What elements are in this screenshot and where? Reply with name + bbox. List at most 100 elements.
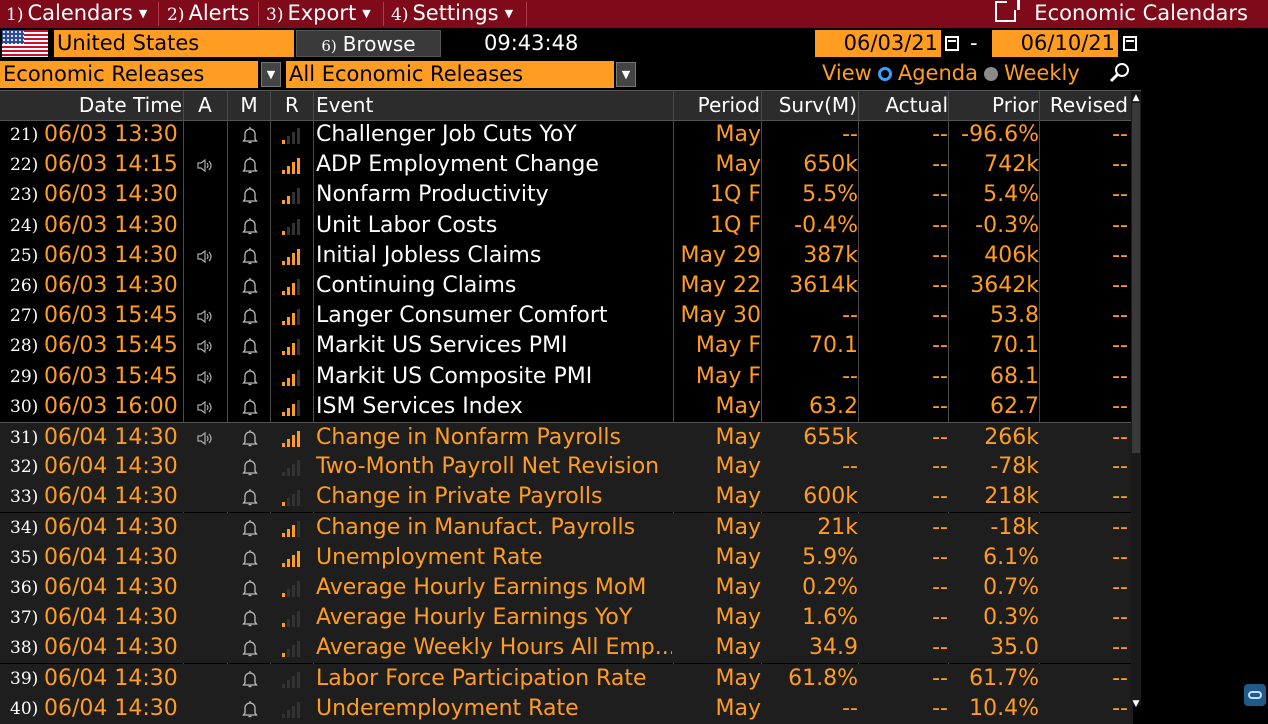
bell-icon[interactable] bbox=[241, 429, 259, 447]
bell-icon[interactable] bbox=[241, 337, 259, 355]
bell-icon[interactable] bbox=[241, 519, 259, 537]
table-row[interactable]: 21) 06/03 13:30 Challenger Job Cuts YoY May… bbox=[0, 120, 1133, 150]
table-row[interactable]: 22) 06/03 14:15 ADP Employment Change May 65… bbox=[0, 150, 1133, 180]
scrollbar[interactable]: ▲ ▼ bbox=[1131, 91, 1141, 709]
bell-icon[interactable] bbox=[241, 700, 259, 718]
speaker-icon[interactable] bbox=[197, 370, 213, 384]
bell-icon[interactable] bbox=[241, 549, 259, 567]
row-survey: 1.6% bbox=[802, 605, 858, 631]
table-row[interactable]: 32) 06/04 14:30 Two-Month Payroll Net Revi… bbox=[0, 452, 1133, 483]
table-row[interactable]: 24) 06/03 14:30 Unit Labor Costs 1Q F -0.4% -… bbox=[0, 211, 1133, 241]
row-period: May bbox=[715, 695, 761, 721]
events-table: Date Time A M R Event Period Surv(M) Act… bbox=[0, 90, 1141, 724]
bell-icon[interactable] bbox=[241, 156, 259, 174]
date-from-field[interactable]: 06/03/21 bbox=[815, 30, 941, 57]
row-number: 33) bbox=[10, 487, 39, 508]
bell-icon[interactable] bbox=[241, 579, 259, 597]
table-row[interactable]: 23) 06/03 14:30 Nonfarm Productivity 1Q F 5.… bbox=[0, 180, 1133, 210]
table-row[interactable]: 35) 06/04 14:30 Unemployment Rate May 5.9% --… bbox=[0, 542, 1133, 573]
date-to-field[interactable]: 06/10/21 bbox=[992, 30, 1118, 57]
radio-agenda[interactable] bbox=[877, 67, 892, 81]
category-select[interactable]: Economic Releases bbox=[0, 61, 258, 88]
speaker-icon[interactable] bbox=[197, 159, 213, 173]
table-row[interactable]: 25) 06/03 14:30 Initial Jobless Claims May … bbox=[0, 241, 1133, 271]
col-m[interactable]: M bbox=[240, 93, 258, 117]
table-row[interactable]: 26) 06/03 14:30 Continuing Claims May 22 361… bbox=[0, 271, 1133, 301]
speaker-icon[interactable] bbox=[197, 432, 213, 445]
bell-icon[interactable] bbox=[241, 639, 259, 657]
menu-settings-label: Settings bbox=[412, 1, 499, 25]
col-actual[interactable]: Actual bbox=[885, 93, 948, 117]
speaker-icon[interactable] bbox=[197, 249, 213, 263]
divider bbox=[183, 90, 184, 723]
menu-calendars[interactable]: 1) Calendars ▼ bbox=[6, 1, 148, 25]
table-row[interactable]: 33) 06/04 14:30 Change in Private Payrolls… bbox=[0, 482, 1133, 513]
menu-alerts[interactable]: 2) Alerts bbox=[167, 1, 250, 25]
browse-button[interactable]: 6) Browse bbox=[296, 30, 441, 57]
view-agenda-label[interactable]: Agenda bbox=[897, 61, 978, 85]
zoom-icon[interactable] bbox=[1108, 61, 1132, 85]
menu-bar: 1) Calendars ▼ 2) Alerts 3) Export ▼ 4) Settin… bbox=[0, 0, 1268, 28]
calendar-icon[interactable] bbox=[945, 36, 959, 51]
col-datetime[interactable]: Date Time bbox=[78, 93, 182, 117]
bell-icon[interactable] bbox=[241, 488, 259, 506]
table-row[interactable]: 36) 06/04 14:30 Average Hourly Earnings Mo… bbox=[0, 573, 1133, 603]
table-row[interactable]: 37) 06/04 14:30 Average Hourly Earnings Yo… bbox=[0, 603, 1133, 634]
table-row[interactable]: 29) 06/03 15:45 Markit US Composite PMI May… bbox=[0, 362, 1133, 392]
table-row[interactable]: 28) 06/03 15:45 Markit US Services PMI May … bbox=[0, 331, 1133, 361]
scroll-down-icon[interactable]: ▼ bbox=[1132, 699, 1140, 709]
table-row[interactable]: 40) 06/04 14:30 Underemployment Rate May -- -… bbox=[0, 693, 1133, 724]
country-field[interactable]: United States bbox=[54, 30, 294, 57]
row-revised: -- bbox=[1112, 122, 1128, 147]
bell-icon[interactable] bbox=[241, 458, 259, 476]
table-row[interactable]: 39) 06/04 14:30 Labor Force Participation … bbox=[0, 663, 1133, 694]
view-weekly-label[interactable]: Weekly bbox=[1003, 61, 1080, 85]
signal-bars-icon bbox=[282, 489, 302, 507]
bell-icon[interactable] bbox=[241, 277, 259, 295]
col-a[interactable]: A bbox=[198, 93, 212, 117]
bell-icon[interactable] bbox=[241, 398, 259, 416]
menu-settings[interactable]: 4) Settings ▼ bbox=[391, 1, 514, 25]
table-row[interactable]: 38) 06/04 14:30 Average Weekly Hours All E… bbox=[0, 633, 1133, 664]
bell-icon[interactable] bbox=[241, 186, 259, 204]
speaker-icon[interactable] bbox=[197, 310, 213, 324]
divider bbox=[383, 2, 384, 26]
table-row[interactable]: 30) 06/03 16:00 ISM Services Index May 63.2 -… bbox=[0, 392, 1133, 422]
scroll-up-icon[interactable]: ▲ bbox=[1132, 93, 1140, 103]
table-row[interactable]: 34) 06/04 14:30 Change in Manufact. Payrol… bbox=[0, 512, 1133, 543]
bell-icon[interactable] bbox=[241, 247, 259, 265]
bell-icon[interactable] bbox=[241, 368, 259, 386]
col-surv[interactable]: Surv(M) bbox=[778, 93, 857, 117]
chevron-down-icon[interactable]: ▼ bbox=[616, 62, 636, 87]
row-number: 24) bbox=[10, 215, 39, 236]
table-row[interactable]: 31) 06/04 14:30 Change in Nonfarm Payrolls… bbox=[0, 422, 1133, 453]
bell-icon[interactable] bbox=[241, 670, 259, 688]
row-datetime: 06/03 14:15 bbox=[44, 152, 178, 178]
table-header: Date Time A M R Event Period Surv(M) Act… bbox=[0, 90, 1141, 121]
col-event[interactable]: Event bbox=[316, 93, 374, 117]
bell-icon[interactable] bbox=[241, 609, 259, 627]
scroll-thumb[interactable] bbox=[1132, 103, 1140, 453]
col-r[interactable]: R bbox=[285, 93, 299, 117]
calendar-icon[interactable] bbox=[1123, 36, 1137, 51]
row-event: Change in Private Payrolls bbox=[316, 484, 603, 510]
col-revised[interactable]: Revised bbox=[1049, 93, 1128, 117]
bell-icon[interactable] bbox=[241, 307, 259, 325]
chevron-down-icon[interactable]: ▼ bbox=[261, 62, 281, 87]
bell-icon[interactable] bbox=[241, 217, 259, 235]
speaker-icon[interactable] bbox=[197, 340, 213, 354]
col-prior[interactable]: Prior bbox=[992, 93, 1038, 117]
row-event: Markit US Services PMI bbox=[316, 333, 568, 359]
row-event: Continuing Claims bbox=[316, 273, 517, 298]
col-period[interactable]: Period bbox=[697, 93, 760, 117]
menu-export[interactable]: 3) Export ▼ bbox=[266, 1, 371, 25]
menu-title[interactable]: Economic Calendars bbox=[995, 0, 1248, 28]
chat-icon[interactable] bbox=[1244, 684, 1266, 706]
filter-select[interactable]: All Economic Releases bbox=[286, 61, 614, 88]
table-row[interactable]: 27) 06/03 15:45 Langer Consumer Comfort May… bbox=[0, 301, 1133, 331]
divider bbox=[673, 90, 674, 723]
bell-icon[interactable] bbox=[241, 126, 259, 144]
radio-weekly[interactable] bbox=[983, 67, 998, 81]
speaker-icon[interactable] bbox=[197, 400, 213, 414]
signal-bars-icon bbox=[282, 701, 302, 718]
